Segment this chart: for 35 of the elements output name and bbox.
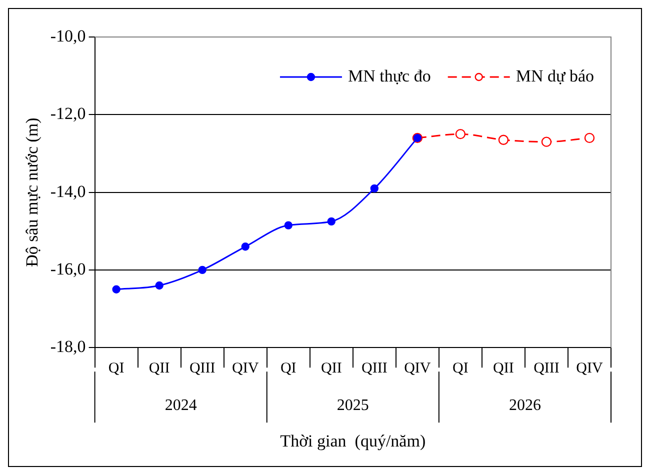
x-tick-label: QI bbox=[452, 360, 468, 377]
text: 2026 bbox=[508, 396, 541, 414]
y-tick-label: -10,0 bbox=[50, 26, 86, 46]
x-tick-label: QI bbox=[108, 360, 124, 377]
point bbox=[112, 285, 120, 294]
x-tick-label: QIV bbox=[404, 360, 431, 377]
x-tick-label: QII bbox=[493, 360, 514, 377]
y-tick-label: -16,0 bbox=[50, 259, 86, 278]
point bbox=[327, 217, 336, 226]
y-axis-title: Độ sâu mực nước (m) bbox=[22, 118, 42, 267]
text: 2024 bbox=[164, 396, 197, 414]
x-tick-label: QIV bbox=[576, 360, 603, 377]
x-tick-label: QII bbox=[320, 360, 342, 377]
x-tick-label: QIII bbox=[534, 360, 560, 377]
y-tick-label: -18,0 bbox=[50, 337, 86, 356]
legend-label: MN dự báo bbox=[516, 66, 594, 86]
text: 2025 bbox=[336, 396, 369, 414]
point bbox=[584, 132, 595, 144]
y-tick-label: -12,0 bbox=[50, 104, 86, 124]
point bbox=[284, 221, 292, 230]
legend-label: MN thực đo bbox=[348, 66, 431, 86]
point bbox=[155, 281, 164, 290]
x-tick-label: QI bbox=[280, 360, 296, 377]
point bbox=[370, 184, 379, 193]
x-tick-label: QIII bbox=[362, 360, 388, 377]
y-tick-label: -14,0 bbox=[50, 182, 86, 201]
point bbox=[498, 134, 509, 145]
point bbox=[241, 242, 250, 251]
point bbox=[198, 266, 206, 274]
x-tick-label: QIII bbox=[189, 360, 216, 377]
point bbox=[541, 136, 552, 147]
x-tick-label: QII bbox=[148, 360, 170, 377]
point bbox=[455, 128, 466, 140]
x-tick-label: QIV bbox=[232, 360, 259, 377]
x-axis-title: Thời gian (quý/năm) bbox=[280, 431, 426, 450]
